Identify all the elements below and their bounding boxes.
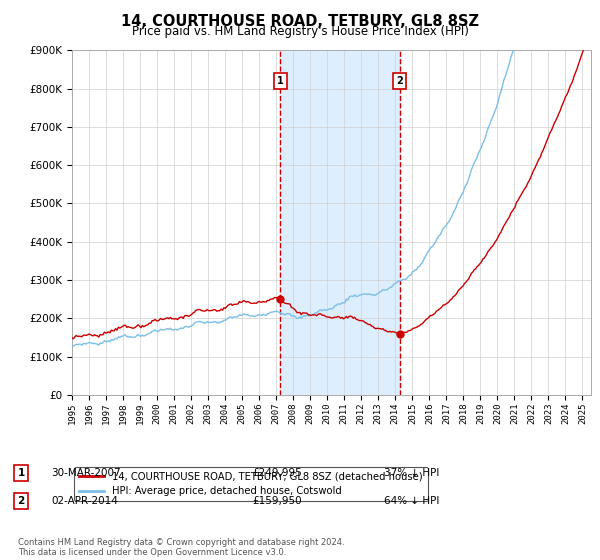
Text: 02-APR-2014: 02-APR-2014: [51, 496, 118, 506]
Text: £249,995: £249,995: [252, 468, 302, 478]
Text: Price paid vs. HM Land Registry's House Price Index (HPI): Price paid vs. HM Land Registry's House …: [131, 25, 469, 38]
Text: £159,950: £159,950: [252, 496, 302, 506]
Text: 64% ↓ HPI: 64% ↓ HPI: [384, 496, 439, 506]
Legend: 14, COURTHOUSE ROAD, TETBURY, GL8 8SZ (detached house), HPI: Average price, deta: 14, COURTHOUSE ROAD, TETBURY, GL8 8SZ (d…: [74, 467, 428, 501]
Text: 37% ↓ HPI: 37% ↓ HPI: [384, 468, 439, 478]
Text: 30-MAR-2007: 30-MAR-2007: [51, 468, 121, 478]
Text: 2: 2: [397, 76, 403, 86]
Bar: [280, 50, 400, 395]
Text: 2: 2: [17, 496, 25, 506]
Text: Contains HM Land Registry data © Crown copyright and database right 2024.
This d: Contains HM Land Registry data © Crown c…: [18, 538, 344, 557]
Text: 1: 1: [17, 468, 25, 478]
Text: 1: 1: [277, 76, 284, 86]
Text: 14, COURTHOUSE ROAD, TETBURY, GL8 8SZ: 14, COURTHOUSE ROAD, TETBURY, GL8 8SZ: [121, 14, 479, 29]
